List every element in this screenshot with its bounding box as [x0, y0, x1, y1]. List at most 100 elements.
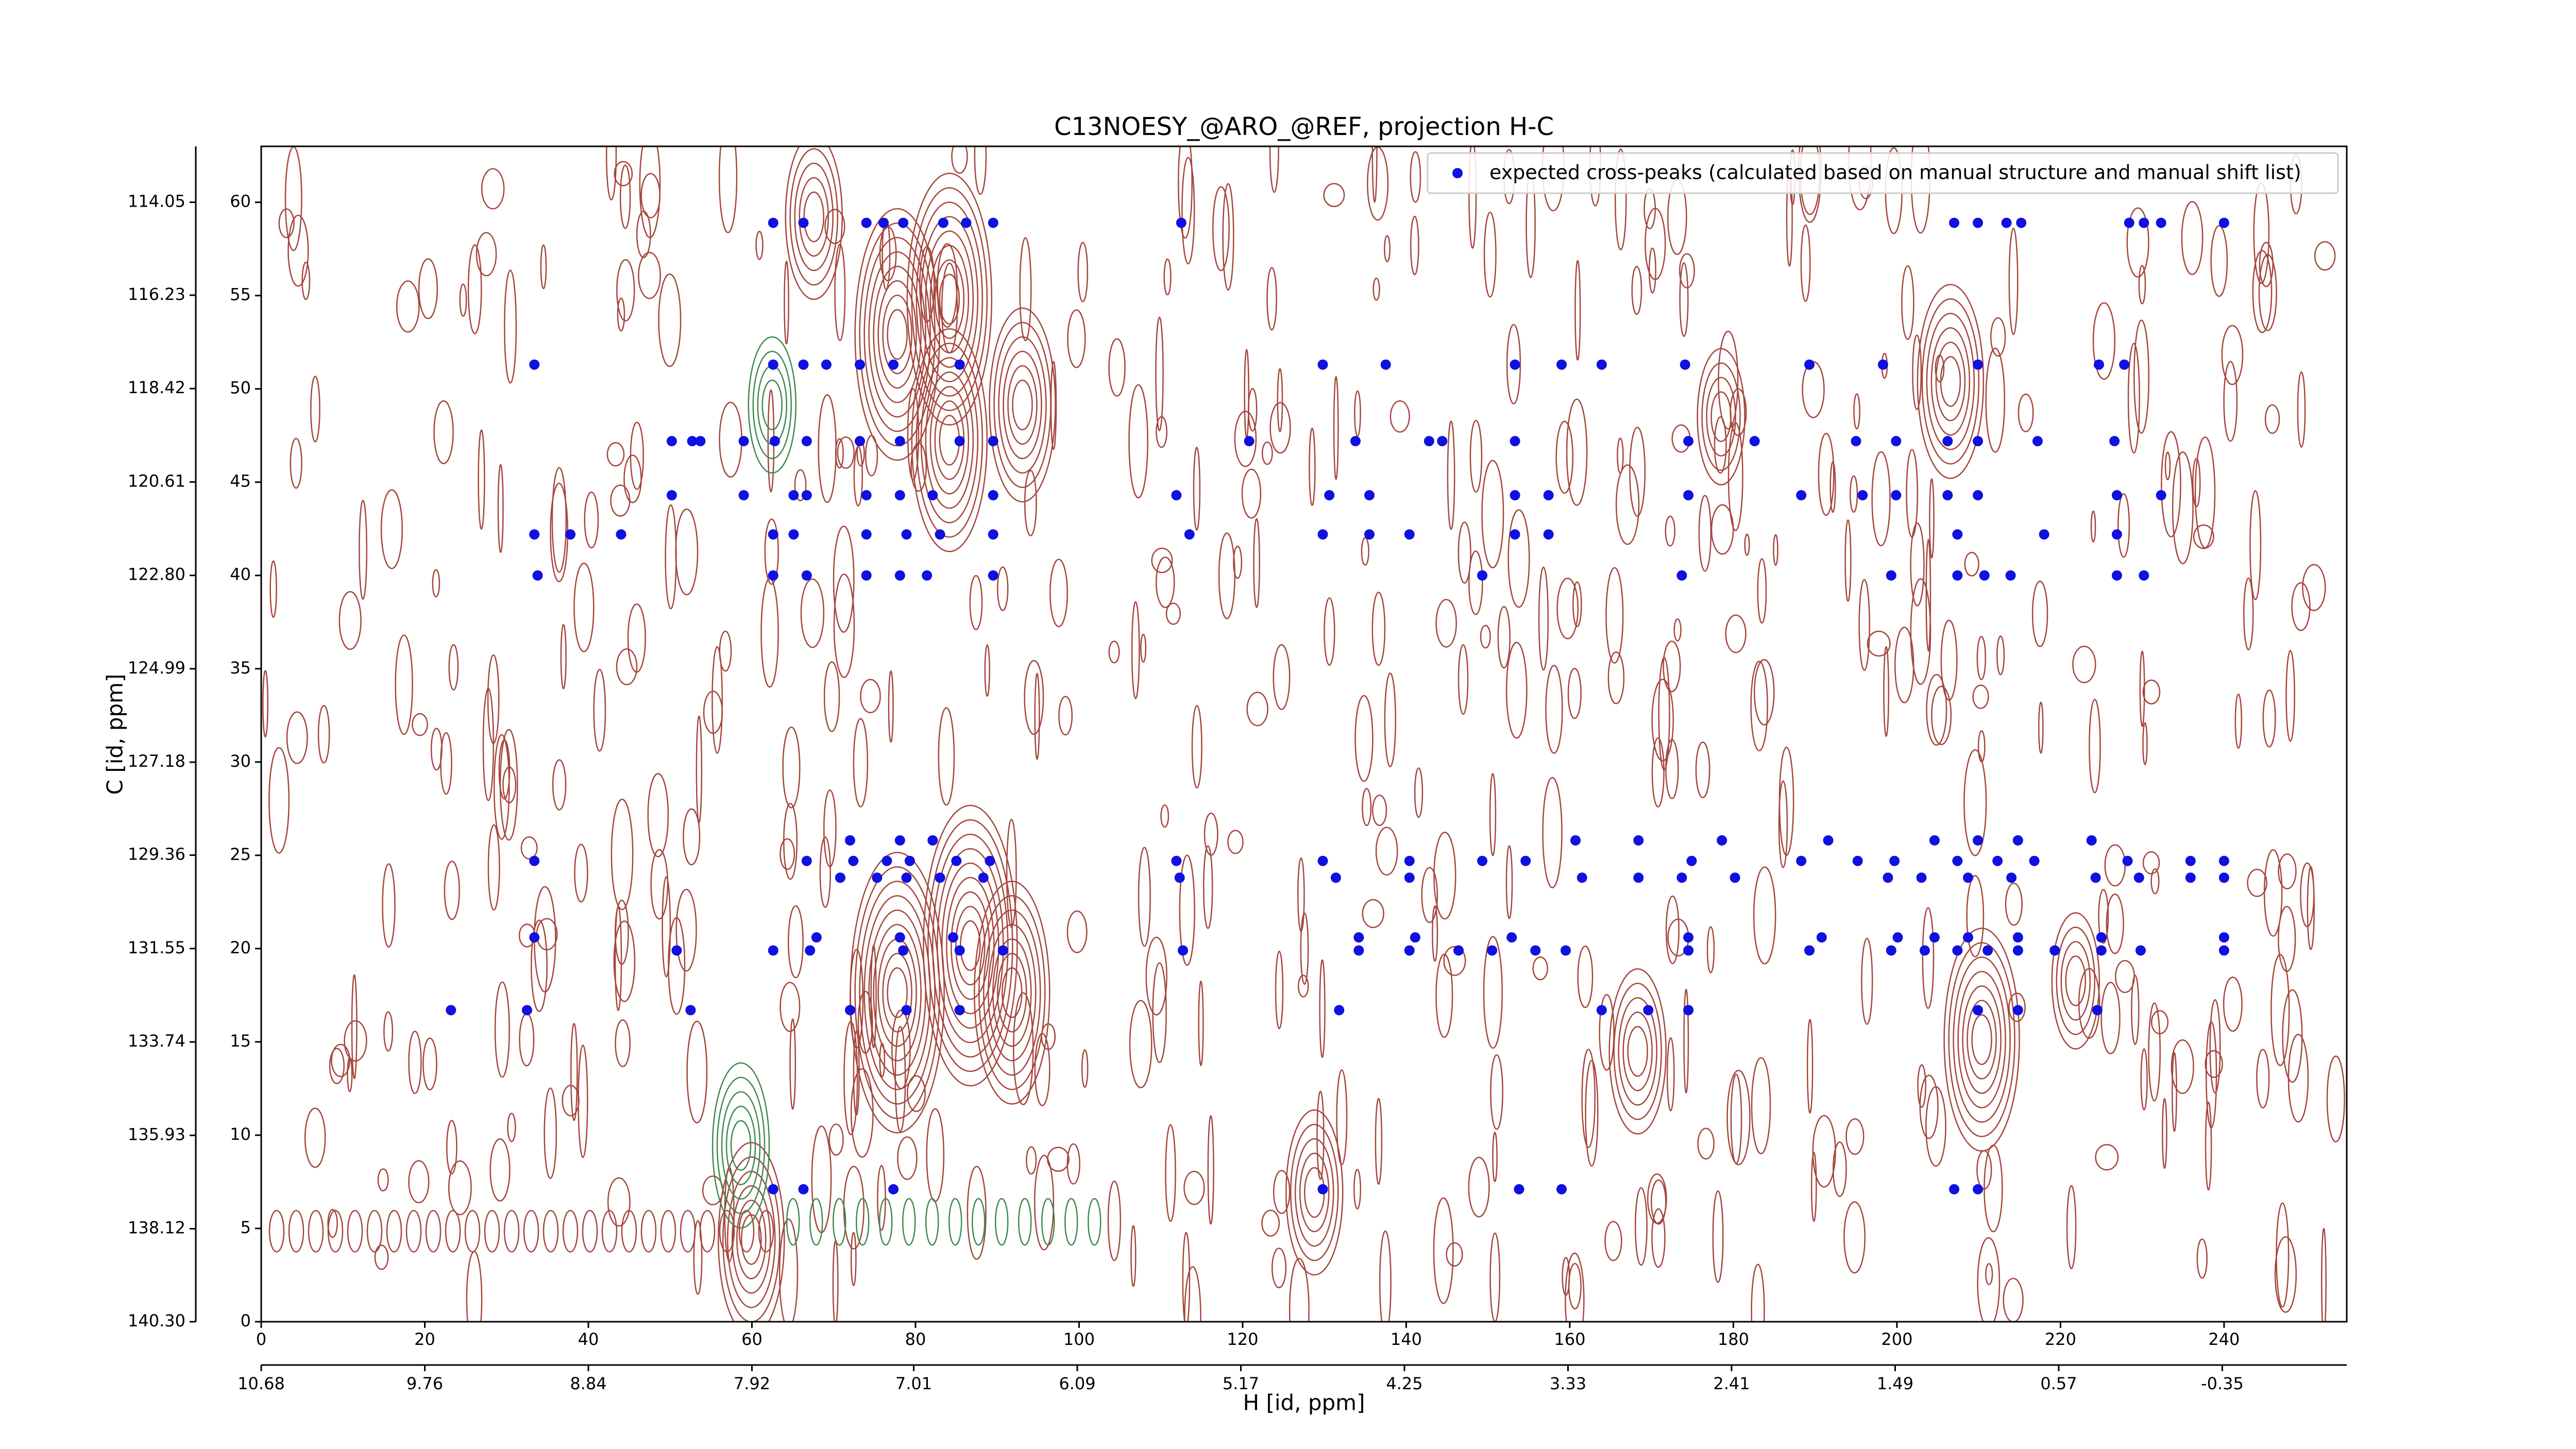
contour — [1996, 635, 2005, 676]
contour — [2252, 250, 2273, 333]
contour — [1266, 267, 1277, 331]
cross-peak — [935, 872, 945, 883]
contour — [1433, 1197, 1454, 1304]
cross-peak — [894, 835, 905, 846]
contour — [1754, 659, 1775, 726]
cross-peak — [954, 1005, 965, 1016]
contour — [578, 1044, 588, 1158]
contour — [1129, 1000, 1153, 1088]
contour — [911, 328, 988, 552]
contour — [2172, 451, 2194, 564]
contour — [1507, 509, 1530, 608]
contour — [1271, 1248, 1287, 1288]
contour — [1679, 253, 1695, 289]
cross-peak — [1174, 872, 1185, 883]
contour — [2181, 201, 2204, 275]
cross-peak — [1796, 490, 1807, 501]
cross-peak — [616, 529, 626, 540]
contour — [1289, 1258, 1310, 1322]
x2-tick-label: 1.49 — [1877, 1374, 1913, 1393]
cross-peak — [768, 359, 778, 370]
contour — [1506, 324, 1521, 405]
contour — [730, 1120, 752, 1171]
cross-peak — [1560, 945, 1571, 956]
contour — [1193, 446, 1201, 531]
contour — [993, 322, 1052, 488]
contour — [1726, 1069, 1751, 1166]
contour — [824, 209, 845, 244]
cross-peak — [2135, 945, 2146, 956]
contour — [2133, 319, 2150, 434]
contour — [779, 982, 801, 1032]
y-tick-label: 0 — [241, 1311, 251, 1330]
contour — [1130, 1225, 1137, 1287]
contour — [405, 1210, 422, 1253]
contour — [1183, 1171, 1205, 1205]
contour-texture — [262, 146, 2345, 1322]
cross-peak — [1506, 932, 1517, 943]
contour — [601, 1210, 618, 1253]
contour — [1019, 237, 1032, 342]
y2-tick-label: 135.93 — [128, 1124, 185, 1144]
contour — [2221, 325, 2244, 385]
contour — [278, 208, 295, 239]
contour — [2263, 849, 2283, 937]
cross-peak — [801, 570, 812, 581]
contour — [1615, 148, 1627, 251]
cross-peak — [1816, 932, 1827, 943]
cross-peak — [1364, 529, 1375, 540]
cross-peak — [1676, 872, 1687, 883]
contour — [1140, 633, 1147, 663]
contour — [2066, 1185, 2077, 1270]
contour — [2192, 458, 2201, 508]
cross-peak — [1891, 436, 1902, 447]
contour — [2243, 577, 2254, 650]
contour — [1497, 605, 1511, 669]
contour — [1458, 521, 1471, 584]
contour — [1929, 478, 1935, 559]
cross-peak — [1973, 1005, 1984, 1016]
contour — [540, 244, 547, 290]
x-tick-label: 220 — [2045, 1329, 2076, 1349]
contour — [948, 1198, 962, 1246]
contour — [1179, 854, 1195, 966]
cross-peak — [1929, 835, 1940, 846]
contour — [1850, 475, 1858, 513]
contour — [616, 259, 635, 322]
cross-peak — [2111, 529, 2122, 540]
contour — [1922, 907, 1935, 1009]
contour — [1156, 416, 1167, 448]
contour — [523, 1210, 539, 1253]
contour — [1778, 780, 1788, 868]
contour — [1362, 788, 1372, 827]
contour — [1725, 614, 1747, 653]
contour — [382, 863, 396, 948]
contour — [619, 164, 631, 229]
contour — [1931, 685, 1952, 746]
contour — [803, 191, 824, 243]
y2-tick-label: 116.23 — [128, 284, 185, 304]
contour — [786, 1198, 800, 1246]
contour — [1706, 926, 1715, 973]
cross-peak — [1317, 529, 1328, 540]
x2-tick-label: 8.84 — [570, 1374, 606, 1393]
contour — [1810, 1152, 1817, 1222]
cross-peak — [695, 436, 706, 447]
y2-tick-label: 114.05 — [128, 191, 185, 211]
contour — [1532, 956, 1548, 981]
contour — [1277, 368, 1283, 432]
contour — [2276, 1202, 2290, 1308]
x-tick-label: 80 — [905, 1329, 926, 1349]
contour — [1545, 665, 1563, 754]
contour — [1679, 262, 1689, 337]
cross-peak — [1982, 945, 1993, 956]
cross-peak — [861, 570, 872, 581]
contour — [2223, 361, 2238, 442]
x2-tick-label: 4.25 — [1386, 1374, 1422, 1393]
contour — [2247, 868, 2267, 897]
cross-peak — [1510, 436, 1520, 447]
cross-peak — [938, 217, 948, 228]
contour — [752, 350, 792, 460]
cross-peak — [1680, 359, 1690, 370]
